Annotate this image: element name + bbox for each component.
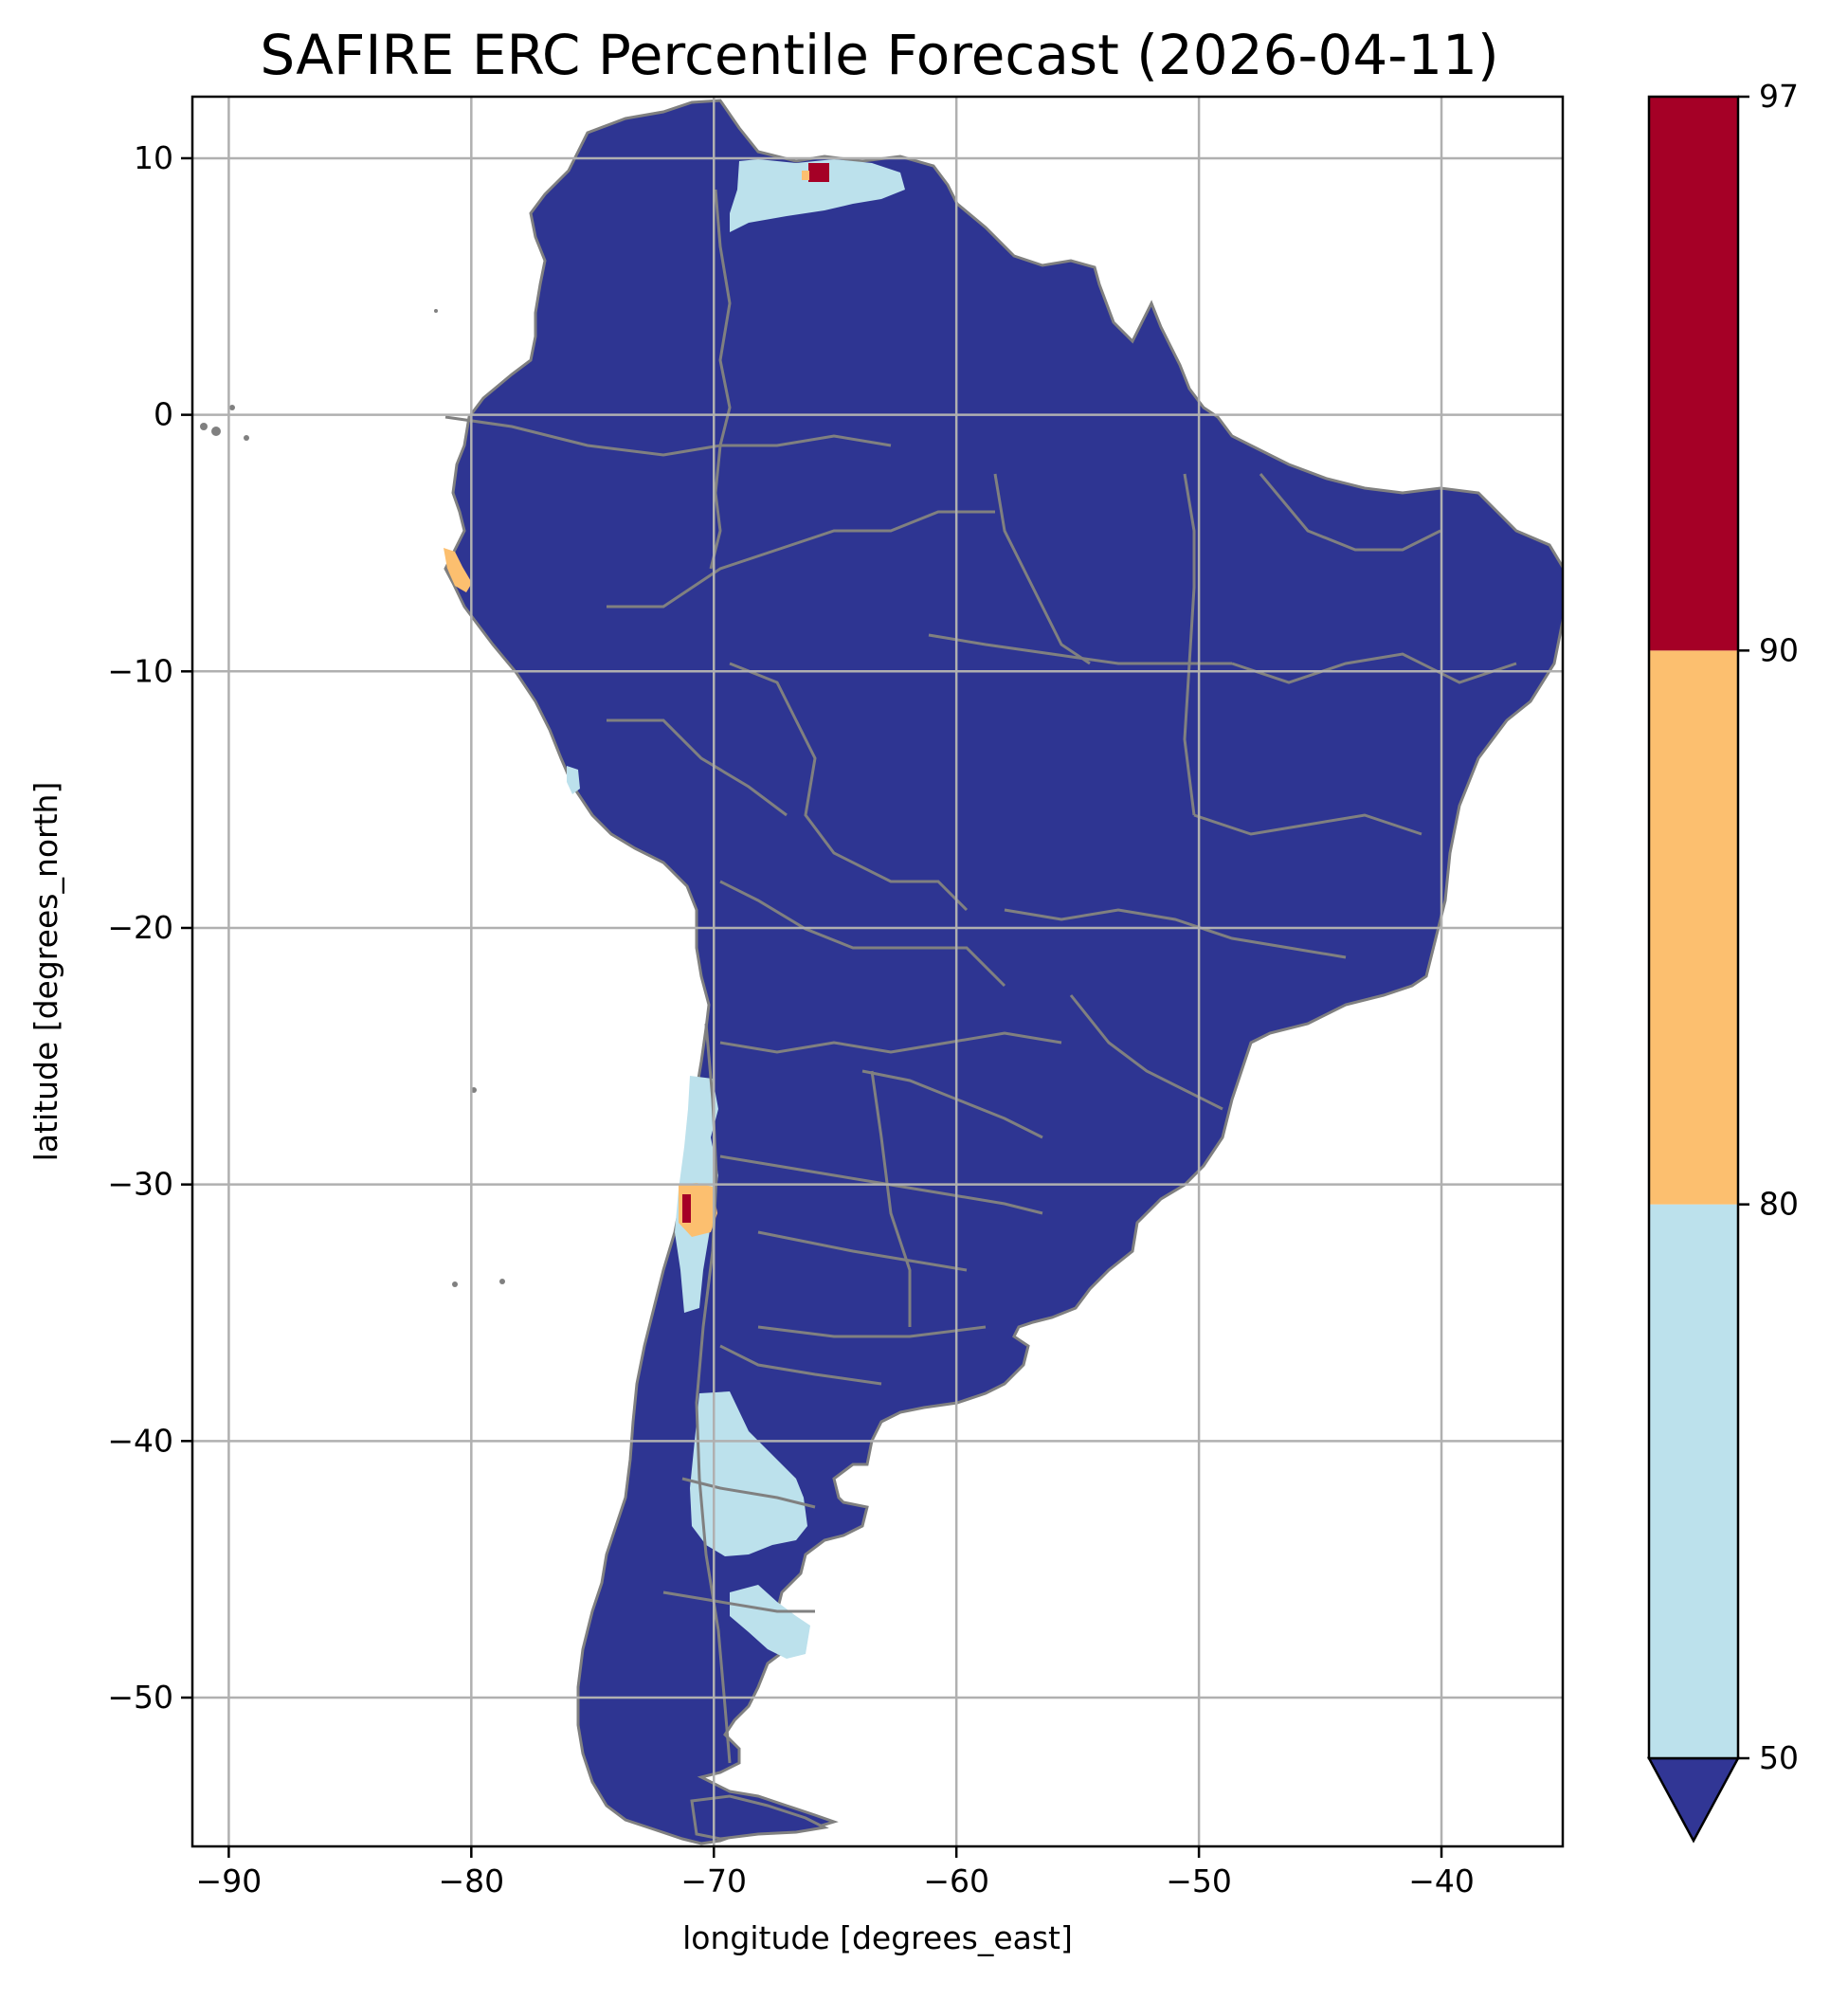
patch-venezuela-orange [802,171,809,180]
patch-patagonia-south [730,1585,810,1659]
y-axis-ticks: 10 0 −10 −20 −30 −40 −50 [107,139,192,1716]
patch-peru-orange [444,548,472,592]
y-tick-label: −50 [107,1679,173,1716]
patch-patagonia-north [690,1391,807,1556]
colorbar-segment [1649,1204,1738,1758]
land-tierra-del-fuego [690,1794,829,1841]
y-tick-label: −30 [107,1166,173,1203]
patch-venezuela-red [808,163,829,182]
colorbar-tick-label: 80 [1759,1186,1799,1223]
x-tick-label: −80 [438,1863,504,1899]
patch-peru-light [567,766,580,794]
x-tick-label: −70 [680,1863,747,1899]
y-axis-label: latitude [degrees_north] [27,782,64,1162]
patch-chile-red [682,1194,691,1223]
percentile-patches [444,159,905,1659]
y-tick-label: 0 [154,396,173,433]
colorbar-segments [1649,97,1738,1758]
islands [200,309,505,1287]
x-tick-label: −90 [196,1863,263,1899]
chart-title: SAFIRE ERC Percentile Forecast (2026-04-… [260,23,1498,87]
colorbar-tick-label: 50 [1759,1739,1799,1776]
admin-borders [444,189,1517,1764]
y-tick-label: −10 [107,652,173,689]
colorbar-ticks: 50 80 90 97 [1738,78,1799,1776]
colorbar-tick-label: 90 [1759,631,1799,668]
y-tick-label: −40 [107,1422,173,1459]
colorbar-frame [1647,95,1740,1760]
y-tick-label: 10 [134,139,173,176]
y-tick-label: −20 [107,909,173,946]
x-axis-ticks: −90 −80 −70 −60 −50 −40 [196,1846,1475,1899]
colorbar: 50 80 90 97 [1646,78,1799,1844]
colorbar-tick-label: 97 [1759,78,1799,115]
gridlines [192,97,1563,1846]
map-area: −90 −80 −70 −60 −50 −40 10 0 −10 −20 −30 −40 −50 [107,95,1565,1899]
colorbar-segment [1649,650,1738,1205]
axes-frame [190,95,1565,1848]
x-tick-label: −40 [1408,1863,1475,1899]
colorbar-segment [1649,97,1738,651]
x-tick-label: −50 [1166,1863,1232,1899]
x-tick-label: −60 [923,1863,989,1899]
x-axis-label: longitude [degrees_east] [682,1919,1073,1956]
patch-venezuela-light [730,159,905,232]
